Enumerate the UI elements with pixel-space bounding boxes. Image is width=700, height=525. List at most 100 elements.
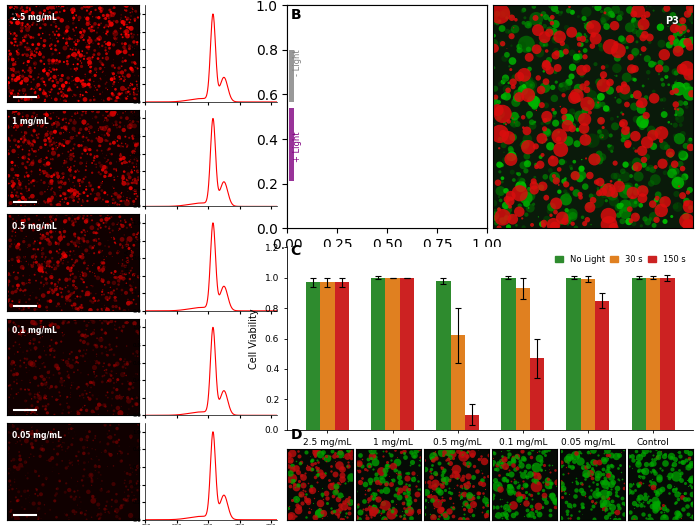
Point (329, 146, 340, 155)
Point (340, 512, 351, 521)
Point (6, 191, 18, 200)
Point (601, 512, 612, 521)
Point (15, 224, 26, 232)
Point (63, 403, 74, 412)
Point (498, 475, 510, 484)
Point (100, 46, 111, 55)
Point (90, 113, 101, 121)
Point (66, 264, 77, 272)
Point (73, 304, 84, 312)
Point (9, 136, 20, 144)
Point (604, 87, 615, 95)
Point (59, 108, 70, 116)
Point (23, 215, 34, 223)
Point (12, 92, 23, 100)
Point (51, 201, 62, 209)
Point (622, 127, 633, 135)
Point (312, 465, 323, 474)
Point (557, 461, 568, 469)
Point (313, 505, 324, 513)
Point (328, 43, 339, 51)
Point (97, 61, 108, 69)
Point (115, 134, 126, 143)
Point (492, 100, 503, 108)
Point (37, 449, 48, 457)
Point (48, 371, 59, 379)
Point (22, 347, 33, 355)
Point (89, 46, 100, 55)
Point (22, 45, 34, 53)
Point (357, 168, 368, 176)
Point (78, 118, 90, 126)
Point (488, 457, 499, 466)
Point (527, 505, 538, 513)
Point (500, 156, 511, 164)
Point (559, 485, 570, 494)
Point (78, 338, 90, 347)
Point (554, 165, 565, 174)
Point (631, 211, 643, 219)
Point (368, 510, 379, 519)
Point (73, 49, 84, 57)
Point (77, 177, 88, 186)
Point (44, 8, 55, 17)
Point (662, 143, 673, 152)
Point (125, 81, 136, 90)
Point (36, 154, 47, 163)
Point (18, 302, 29, 311)
Point (30, 268, 41, 277)
Point (31, 130, 42, 139)
Point (123, 244, 134, 253)
Point (52, 78, 63, 87)
Point (93, 391, 104, 400)
Point (92, 219, 103, 228)
Point (603, 186, 615, 194)
Point (132, 88, 143, 96)
Point (90, 373, 101, 381)
Point (300, 2, 312, 10)
Point (124, 18, 135, 27)
Point (58, 142, 69, 150)
Point (497, 118, 508, 127)
Point (76, 62, 87, 70)
Point (293, 468, 304, 476)
Point (624, 481, 636, 489)
Point (53, 253, 64, 261)
Point (58, 225, 69, 233)
Point (43, 70, 54, 78)
Point (598, 504, 610, 512)
Point (64, 459, 76, 467)
Point (42, 4, 53, 13)
Point (44, 77, 55, 85)
Point (663, 80, 674, 89)
Point (4, 35, 15, 43)
Point (113, 192, 125, 200)
Point (97, 247, 108, 255)
Point (596, 117, 607, 125)
Point (88, 236, 99, 245)
Point (27, 40, 38, 49)
Point (550, 51, 561, 60)
Point (551, 49, 562, 57)
Point (16, 440, 27, 449)
Point (27, 144, 38, 153)
Point (28, 19, 39, 27)
Point (620, 85, 631, 93)
Point (57, 254, 68, 262)
Point (80, 70, 91, 79)
Point (555, 145, 566, 154)
Point (542, 220, 554, 229)
Point (21, 369, 32, 377)
Point (670, 104, 681, 113)
Point (62, 248, 73, 256)
Point (326, 37, 337, 46)
Point (21, 350, 32, 358)
Point (27, 253, 38, 261)
Point (92, 229, 103, 237)
Point (611, 484, 622, 492)
Point (61, 511, 72, 519)
Point (570, 53, 582, 61)
Point (105, 12, 116, 20)
Point (132, 348, 143, 356)
Point (480, 54, 491, 62)
